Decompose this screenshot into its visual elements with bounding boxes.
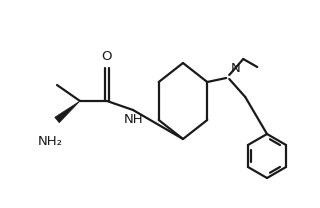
- Text: NH₂: NH₂: [37, 135, 62, 148]
- Text: NH: NH: [124, 113, 144, 126]
- Polygon shape: [55, 101, 80, 123]
- Text: O: O: [102, 50, 112, 63]
- Text: N: N: [231, 62, 241, 75]
